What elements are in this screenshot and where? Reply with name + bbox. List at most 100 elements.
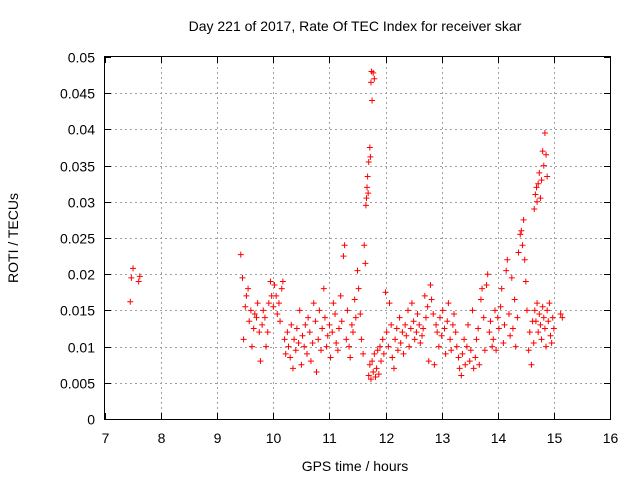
data-point [467, 347, 474, 354]
data-point [374, 347, 381, 354]
data-point [364, 184, 371, 191]
data-point [301, 343, 308, 350]
data-point [385, 343, 392, 350]
data-point [534, 300, 541, 307]
data-point [307, 358, 314, 365]
data-point [364, 173, 371, 180]
data-point [375, 371, 382, 378]
data-point [261, 314, 268, 321]
data-point [376, 343, 383, 350]
x-axis-label: GPS time / hours [302, 458, 409, 474]
data-point [298, 361, 305, 368]
data-point [316, 307, 323, 314]
data-point [340, 253, 347, 260]
data-point [521, 256, 528, 263]
y-tick-label: 0 [87, 412, 95, 428]
x-tick-label: 9 [214, 430, 222, 446]
data-point [465, 321, 472, 328]
data-point [260, 307, 267, 314]
data-point [535, 329, 542, 336]
data-point [456, 365, 463, 372]
data-point [330, 300, 337, 307]
data-point [407, 325, 414, 332]
data-point [511, 296, 518, 303]
data-point [347, 354, 354, 361]
y-tick-label: 0.035 [60, 159, 95, 175]
data-point [547, 332, 554, 339]
data-point [544, 307, 551, 314]
y-tick-label: 0.04 [68, 122, 95, 138]
y-tick-label: 0.005 [60, 376, 95, 392]
data-point [525, 347, 532, 354]
data-point [367, 376, 374, 383]
data-point [532, 191, 539, 198]
data-point [355, 285, 362, 292]
data-point [370, 368, 377, 375]
data-point [472, 354, 479, 361]
data-point [451, 311, 458, 318]
data-point [274, 311, 281, 318]
data-point [539, 303, 546, 310]
data-point [403, 332, 410, 339]
data-point [517, 231, 524, 238]
data-point [487, 318, 494, 325]
data-point [484, 271, 491, 278]
data-point [428, 296, 435, 303]
data-point [379, 336, 386, 343]
data-point [256, 329, 263, 336]
data-point [299, 332, 306, 339]
data-point [304, 350, 310, 357]
data-point [540, 162, 547, 169]
data-point [506, 311, 512, 318]
x-tick-label: 15 [547, 430, 563, 446]
data-point [243, 292, 250, 299]
data-point [400, 350, 407, 357]
data-point [533, 184, 540, 191]
data-point [480, 314, 487, 321]
data-point [419, 332, 426, 339]
data-point [452, 329, 459, 336]
data-point [442, 350, 449, 357]
data-point [486, 329, 493, 336]
data-point [390, 365, 397, 372]
data-point [259, 321, 266, 328]
data-point [393, 325, 400, 332]
data-point [361, 242, 368, 249]
data-point [321, 314, 328, 321]
data-point [435, 343, 442, 350]
data-point [396, 314, 403, 321]
data-point [538, 177, 545, 184]
data-point [305, 314, 312, 321]
data-point [263, 343, 270, 350]
data-point [337, 292, 344, 299]
axis-ticks [105, 57, 611, 420]
data-point [523, 307, 530, 314]
data-point [291, 336, 298, 343]
data-point [334, 347, 341, 354]
data-point [362, 260, 369, 267]
data-point [346, 343, 353, 350]
x-tick-label: 7 [102, 430, 110, 446]
y-tick-label: 0.045 [60, 86, 95, 102]
x-tick-label: 8 [158, 430, 166, 446]
y-tick-label: 0.05 [68, 50, 95, 66]
data-point [405, 307, 411, 314]
data-point [253, 314, 260, 321]
data-point [462, 361, 469, 368]
data-point [373, 365, 380, 372]
data-point [246, 318, 253, 325]
data-point [526, 329, 533, 336]
y-tick-label: 0.025 [60, 231, 95, 247]
data-point [536, 169, 543, 176]
data-point [365, 190, 372, 197]
data-point [514, 314, 521, 321]
data-point [559, 314, 566, 321]
data-point [494, 314, 501, 321]
data-point [534, 198, 541, 205]
data-point [515, 249, 522, 256]
data-point [257, 358, 264, 365]
data-point [402, 321, 409, 328]
data-point [549, 314, 556, 321]
data-point [341, 242, 348, 249]
